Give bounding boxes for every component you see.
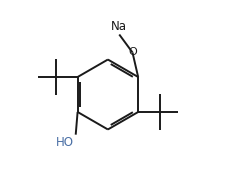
Text: HO: HO	[56, 136, 74, 149]
Text: O: O	[128, 47, 137, 57]
Text: Na: Na	[111, 20, 127, 33]
